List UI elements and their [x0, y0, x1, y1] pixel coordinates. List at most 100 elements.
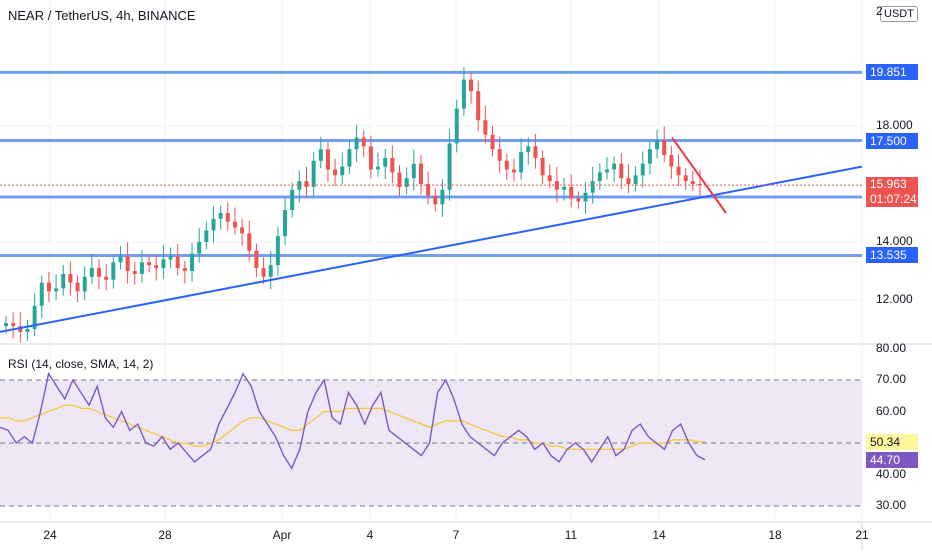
candle-body — [376, 166, 381, 170]
candle-body — [254, 250, 259, 269]
rsi-tick-label: 60.00 — [876, 403, 907, 418]
candle-body — [125, 256, 130, 271]
candle-body — [640, 163, 645, 176]
x-tick-label: 24 — [43, 528, 57, 542]
candle-body — [562, 186, 567, 190]
candle-body — [275, 236, 280, 266]
candle-body — [354, 137, 359, 150]
currency-badge[interactable]: USDT — [880, 6, 918, 22]
candle-body — [576, 198, 581, 202]
candle-body — [197, 242, 202, 254]
candle-body — [75, 282, 80, 292]
candle-body — [476, 91, 481, 121]
candle-body — [547, 175, 552, 182]
rsi-band-fill — [0, 380, 862, 506]
level-price-tag[interactable]: 13.535 — [866, 247, 918, 264]
candle-body — [433, 195, 438, 205]
candle-body — [333, 169, 338, 176]
rsi-line — [0, 371, 706, 470]
x-tick-label: 14 — [652, 528, 666, 542]
candle-body — [154, 265, 159, 269]
candle-body — [461, 79, 466, 109]
candle-body — [383, 157, 388, 167]
candle-body — [411, 163, 416, 179]
rsi-value-tag[interactable]: 50.34 — [866, 433, 918, 450]
rsi-tick-label: 40.00 — [876, 466, 907, 481]
candle-body — [690, 181, 695, 184]
rsi-tick-label: 70.00 — [876, 372, 907, 386]
candle-body — [190, 253, 195, 271]
candle-body — [340, 166, 345, 176]
candle-body — [590, 181, 595, 193]
candle-body — [261, 268, 266, 277]
x-tick-label: 21 — [855, 528, 869, 542]
candle-body — [483, 120, 488, 135]
candle-body — [368, 146, 373, 170]
candle-body — [569, 186, 574, 199]
symbol-title[interactable]: NEAR / TetherUS, 4h, BINANCE — [8, 8, 196, 23]
candle-body — [619, 163, 624, 179]
candle-body — [325, 149, 330, 170]
candle-body — [469, 79, 474, 92]
candle-body — [361, 137, 366, 147]
candle-body — [211, 218, 216, 231]
candle-body — [89, 268, 94, 277]
candle-body — [597, 172, 602, 182]
candle-body — [61, 273, 66, 289]
rsi-value-tag[interactable]: 44.70 — [866, 451, 918, 468]
candle-body — [390, 157, 395, 173]
candle-body — [25, 329, 30, 332]
candle-body — [418, 163, 423, 184]
downtrend-drawing-line — [671, 137, 727, 214]
x-tick-label: 28 — [158, 528, 172, 542]
candle-body — [118, 256, 123, 263]
x-tick-label: 4 — [366, 528, 374, 542]
price-tick-label: 18.000 — [876, 118, 913, 132]
candle-body — [511, 169, 516, 173]
candle-body — [232, 221, 237, 228]
candle-body — [54, 288, 59, 292]
candle-body — [290, 189, 295, 211]
candle-body — [504, 160, 509, 170]
candle-body — [218, 213, 223, 219]
candle-body — [39, 282, 44, 306]
candle-body — [540, 157, 545, 176]
candle-body — [32, 305, 37, 329]
candle-body — [526, 146, 531, 153]
x-tick-label: 18 — [768, 528, 782, 542]
candle-body — [676, 166, 681, 176]
partial-top-price-label: 2 — [876, 4, 883, 18]
price-tick-label: 12.000 — [876, 292, 913, 306]
candle-body — [68, 273, 73, 283]
level-price-tag[interactable]: 17.500 — [866, 132, 918, 149]
candle-body — [447, 143, 452, 190]
candle-countdown: 01:07:24 — [870, 192, 917, 207]
current-price-value: 15.963 — [870, 177, 907, 192]
candle-body — [82, 276, 87, 292]
rsi-title[interactable]: RSI (14, close, SMA, 14, 2) — [8, 357, 154, 371]
candle-body — [247, 233, 252, 251]
rsi-tick-label: 80.00 — [876, 340, 907, 355]
candle-body — [347, 149, 352, 167]
candle-body — [225, 213, 230, 222]
candle-body — [454, 108, 459, 144]
candle-body — [669, 155, 674, 167]
candle-body — [426, 184, 431, 196]
current-price-tag[interactable]: 15.963 01:07:24 — [866, 177, 918, 208]
candle-body — [519, 152, 524, 173]
candle-body — [161, 259, 166, 269]
candle-body — [182, 268, 187, 271]
candle-body — [490, 134, 495, 150]
candle-body — [318, 149, 323, 161]
candle-body — [139, 262, 144, 274]
candle-body — [626, 178, 631, 184]
candle-body — [111, 262, 116, 280]
candle-body — [11, 323, 16, 327]
candle-body — [204, 230, 209, 242]
level-price-tag[interactable]: 19.851 — [866, 64, 918, 81]
candle-body — [297, 181, 302, 190]
x-tick-label: 7 — [452, 528, 460, 542]
candle-body — [311, 160, 316, 187]
